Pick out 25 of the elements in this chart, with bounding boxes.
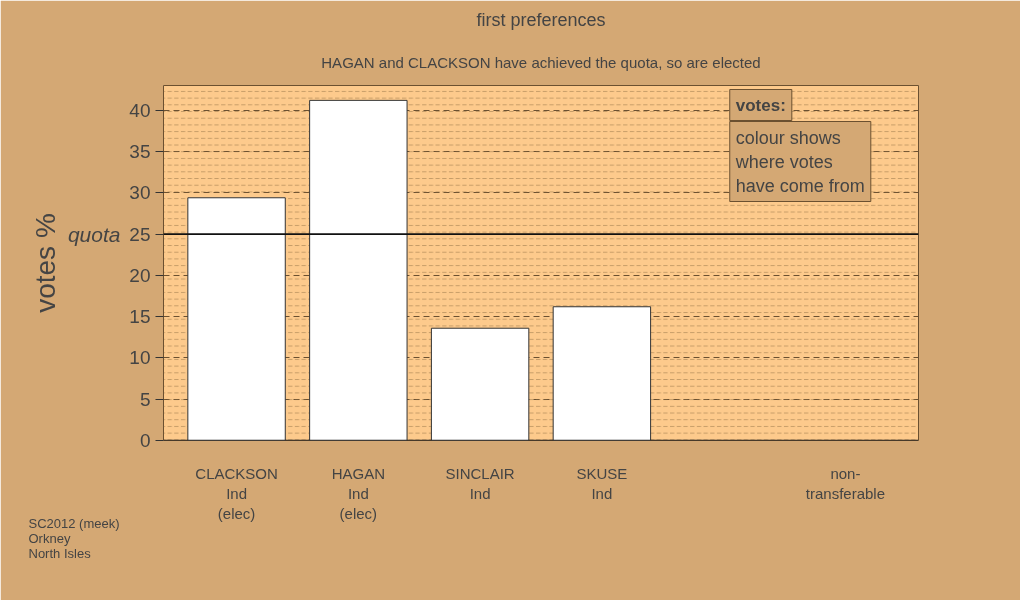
x-tick-label: CLACKSON Ind (elec) — [195, 464, 278, 523]
x-tick-label: HAGAN Ind (elec) — [331, 464, 386, 523]
y-tick-label: 40 — [129, 99, 151, 121]
y-tick-label: 25 — [129, 223, 151, 245]
x-tick-label: SKUSE Ind — [576, 464, 628, 502]
y-tick-label: 15 — [129, 306, 151, 328]
y-tick-label: 0 — [139, 430, 151, 451]
y-tick-label: 20 — [129, 264, 151, 286]
y-tick-label: 5 — [139, 388, 151, 410]
y-tick-label: 35 — [129, 141, 151, 163]
annotation: votes: — [735, 95, 786, 115]
x-tick-label: SINCLAIR Ind — [445, 464, 515, 502]
text: SC2012 (meek) Orkney North Isles — [28, 515, 120, 561]
bar — [552, 306, 652, 441]
x-tick-label: non- transferable — [805, 464, 886, 502]
y-tick-label: 10 — [129, 347, 151, 369]
bar — [430, 327, 530, 441]
bar — [187, 197, 286, 441]
ref-line-label: quota — [67, 222, 121, 246]
y-tick-label: 30 — [129, 182, 151, 204]
bar — [309, 99, 408, 441]
chart-subtitle: HAGAN and CLACKSON have achieved the quota, so are elected — [321, 53, 761, 71]
y-axis-title: votes % — [29, 213, 61, 313]
chart-title: first preferences — [476, 9, 606, 30]
annotation: colour shows where votes have come from — [734, 127, 865, 196]
